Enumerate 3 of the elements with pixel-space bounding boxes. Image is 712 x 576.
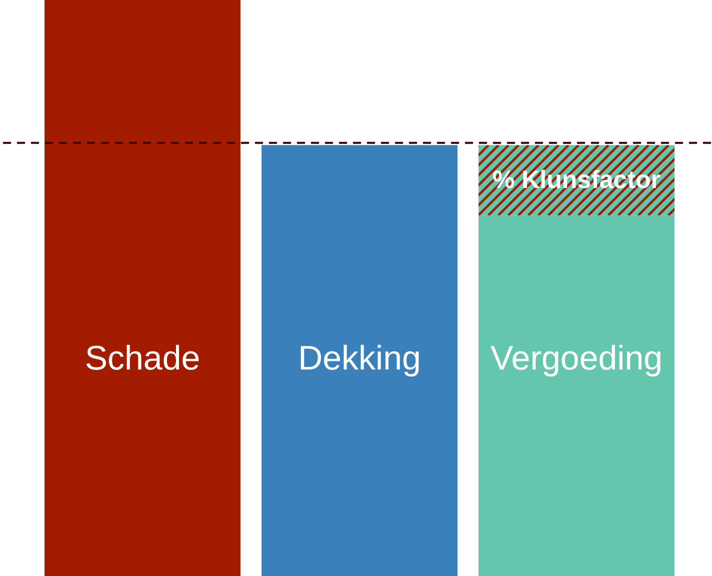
x-tick-label: Schade bbox=[84, 339, 200, 378]
x-tick-label: Vergoeding bbox=[490, 339, 663, 378]
x-tick-label: Dekking bbox=[298, 339, 421, 378]
